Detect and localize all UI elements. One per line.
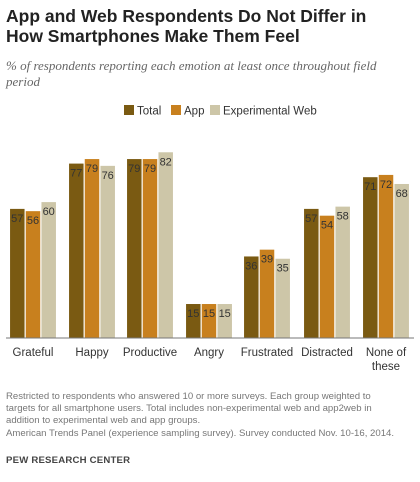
- bar: [84, 159, 100, 338]
- bar: [378, 174, 394, 338]
- footnote-line: American Trends Panel (experience sampli…: [6, 427, 395, 439]
- category-label: Productive: [123, 347, 177, 359]
- data-label: 54: [321, 220, 333, 232]
- bar: [186, 304, 201, 338]
- category-label: None of these: [366, 347, 407, 373]
- data-label: 15: [219, 308, 231, 320]
- legend-swatch: [124, 105, 134, 115]
- data-label: 77: [70, 168, 82, 180]
- data-label: 15: [187, 308, 199, 320]
- category-label: Angry: [194, 347, 224, 359]
- data-label: 60: [43, 206, 55, 218]
- bar: [100, 165, 115, 338]
- bars-group: 57 77 79 15 36 57 71 56 79 79 15 39 54 72 60 76 82 15 35 58…: [10, 152, 409, 339]
- data-label: 15: [203, 308, 215, 320]
- data-label: 68: [396, 188, 408, 200]
- bar: [69, 163, 84, 338]
- data-label: 58: [337, 211, 349, 223]
- bar: [244, 256, 259, 338]
- bar: [142, 159, 158, 338]
- bar: [127, 159, 142, 338]
- chart-title: App and Web Respondents Do Not Differ in…: [6, 6, 367, 46]
- data-label: 79: [144, 163, 156, 175]
- legend-label: App: [184, 106, 204, 118]
- bar: [217, 304, 232, 338]
- bar: [304, 208, 319, 338]
- data-label: 72: [380, 179, 392, 191]
- data-label: 36: [245, 260, 257, 272]
- data-label: 57: [11, 213, 23, 225]
- data-label: 35: [277, 263, 289, 275]
- footnote-line: addition to experimental web and app gro…: [6, 415, 201, 427]
- bar: [363, 177, 378, 338]
- bar: [25, 211, 41, 338]
- legend-swatch: [210, 105, 220, 115]
- data-label: 79: [128, 163, 140, 175]
- legend-swatch: [171, 105, 181, 115]
- source-brand: PEW RESEARCH CENTER: [6, 455, 131, 466]
- legend-label: Experimental Web: [223, 106, 317, 118]
- footnotes: Restricted to respondents who answered 1…: [6, 391, 416, 440]
- footnote-line: targets for all smartphone users. Total …: [6, 403, 372, 415]
- bar: [10, 208, 25, 338]
- data-label: 71: [364, 181, 376, 193]
- legend-label: Total: [137, 106, 161, 118]
- data-label: 57: [305, 213, 317, 225]
- data-label: 56: [27, 215, 39, 227]
- bar: [275, 258, 290, 339]
- category-label: Distracted: [301, 347, 353, 359]
- bar: [394, 183, 409, 338]
- data-label: 82: [160, 156, 172, 168]
- bar: [319, 215, 335, 338]
- legend: Total App Experimental Web: [124, 105, 317, 118]
- category-label: Frustrated: [241, 347, 293, 359]
- category-label: Grateful: [13, 347, 54, 359]
- bar: [41, 202, 56, 338]
- data-label: 76: [102, 170, 114, 182]
- data-label: 39: [261, 254, 273, 266]
- category-labels: Grateful Happy Productive Angry Frustrated Di…: [13, 347, 407, 373]
- bar: [201, 304, 217, 338]
- bar: [259, 249, 275, 338]
- chart-subtitle: % of respondents reporting each emotion …: [6, 58, 377, 89]
- category-label: Happy: [75, 347, 108, 359]
- footnote-line: Restricted to respondents who answered 1…: [6, 391, 371, 402]
- bar: [335, 206, 350, 338]
- bar: [158, 152, 173, 338]
- data-label: 79: [86, 163, 98, 175]
